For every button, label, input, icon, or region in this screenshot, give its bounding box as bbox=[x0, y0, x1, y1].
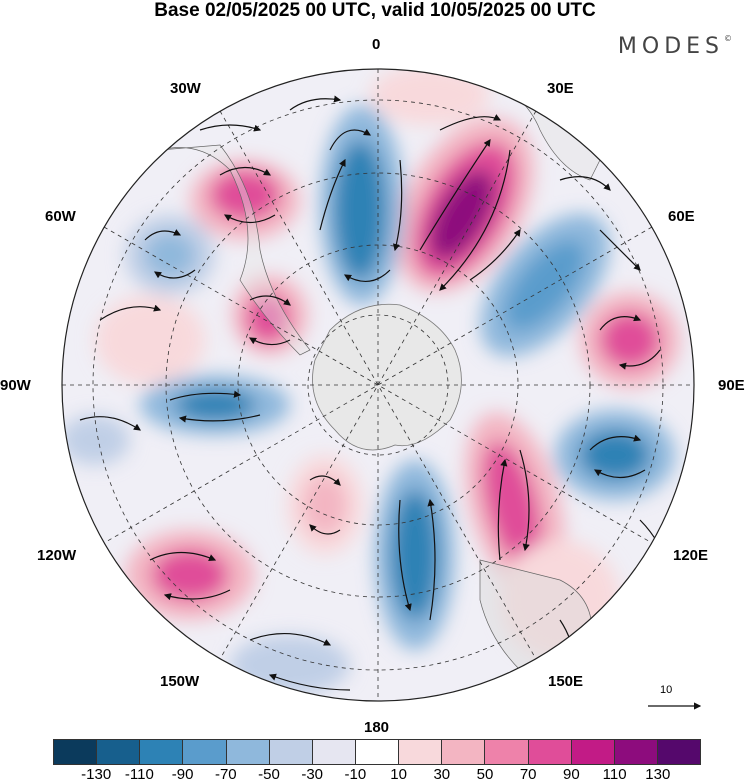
colorbar-segment bbox=[312, 740, 356, 764]
colorbar-tick-label: 30 bbox=[433, 766, 451, 783]
copyright-mark: © bbox=[724, 34, 732, 43]
colorbar-tick-label: -110 bbox=[124, 766, 154, 783]
colorbar-segment bbox=[614, 740, 658, 764]
colorbar-segment bbox=[140, 740, 184, 764]
colorbar-tick-label: -70 bbox=[214, 766, 237, 783]
colorbar-segment bbox=[355, 740, 400, 764]
map-title: Base 02/05/2025 00 UTC, valid 10/05/2025… bbox=[154, 0, 596, 21]
colorbar-tick-label: 130 bbox=[645, 766, 671, 783]
colorbar-tick-label: 10 bbox=[390, 766, 407, 783]
lon-label-90e: 90E bbox=[718, 377, 745, 394]
lon-label-180: 180 bbox=[364, 719, 390, 736]
colorbar-tick-label: -130 bbox=[81, 766, 112, 783]
brand-text: MODES bbox=[617, 34, 724, 59]
colorbar bbox=[53, 739, 701, 765]
colorbar-tick-label: -90 bbox=[171, 766, 194, 783]
lon-label-120e: 120E bbox=[673, 547, 709, 564]
lon-label-0: 0 bbox=[372, 36, 381, 53]
colorbar-tick-label: -30 bbox=[301, 766, 324, 783]
colorbar-segment bbox=[657, 740, 701, 764]
lon-label-60w: 60W bbox=[45, 208, 76, 225]
colorbar-tick-label: -50 bbox=[258, 766, 280, 783]
lon-label-30e: 30E bbox=[547, 80, 574, 97]
colorbar-segment bbox=[269, 740, 313, 764]
colorbar-segment bbox=[442, 740, 486, 764]
colorbar-segment bbox=[226, 740, 270, 764]
lon-label-30w: 30W bbox=[170, 80, 201, 97]
colorbar-segment bbox=[183, 740, 227, 764]
colorbar-tick-label: -10 bbox=[344, 766, 367, 783]
colorbar-tick-label: 90 bbox=[563, 766, 580, 783]
lon-label-90w: 90W bbox=[0, 377, 31, 394]
colorbar-tick-label: 110 bbox=[602, 766, 627, 783]
vector-scale-label: 10 bbox=[660, 684, 673, 696]
colorbar-tick-label: 70 bbox=[519, 766, 537, 783]
colorbar-segment bbox=[528, 740, 572, 764]
lon-label-150e: 150E bbox=[548, 673, 584, 690]
lon-label-120w: 120W bbox=[37, 547, 77, 564]
lon-label-150w: 150W bbox=[160, 673, 200, 690]
map-border bbox=[61, 68, 695, 702]
anomaly-field bbox=[62, 69, 694, 701]
colorbar-segment bbox=[485, 740, 529, 764]
colorbar-segment bbox=[399, 740, 443, 764]
colorbar-segment bbox=[571, 740, 615, 764]
colorbar-tick-label: 50 bbox=[476, 766, 494, 783]
colorbar-segment bbox=[54, 740, 98, 764]
lon-label-60e: 60E bbox=[668, 208, 695, 225]
colorbar-segment bbox=[97, 740, 141, 764]
modes-logo: MODES© bbox=[618, 34, 732, 59]
